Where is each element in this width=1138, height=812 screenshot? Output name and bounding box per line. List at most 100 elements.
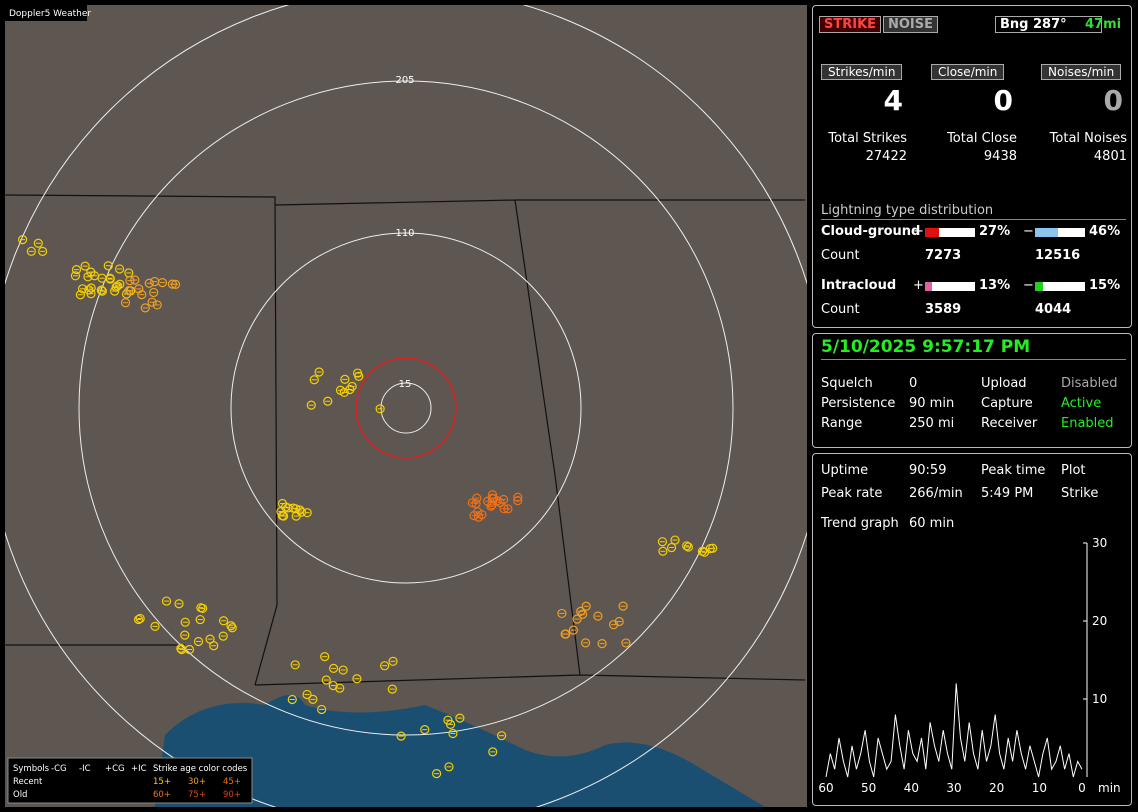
setting: Active	[1061, 396, 1102, 411]
trend-window: 60 min	[909, 516, 955, 531]
trend-panel: Uptime 90:59 Peak time Plot Peak rate 266/min…	[812, 453, 1132, 806]
pct-bar	[1035, 282, 1043, 291]
strike-symbol	[499, 504, 509, 514]
stat: Plot	[1061, 463, 1086, 478]
strike-symbol	[335, 683, 345, 693]
strike-symbol	[96, 285, 106, 295]
strike-symbol	[180, 617, 190, 627]
strike-symbol	[18, 235, 28, 245]
legend-row: Old	[13, 790, 27, 800]
strike-symbol	[621, 638, 631, 648]
dist-name: Intracloud	[821, 278, 897, 293]
strike-symbol	[477, 510, 487, 520]
strike-symbol	[134, 284, 144, 294]
ring-label: 15	[399, 379, 412, 390]
strike-symbol	[149, 287, 159, 298]
strike-symbol	[375, 404, 385, 414]
setting: Upload	[981, 376, 1027, 391]
legend: Symbols -CG -IC +CG +IC Strike age color code…	[7, 757, 253, 804]
strike-symbol	[444, 762, 454, 772]
strike-symbol	[218, 631, 228, 641]
y-tick-label: 20	[1092, 614, 1107, 628]
y-tick-label: 30	[1092, 536, 1107, 550]
strike-symbol	[708, 543, 718, 553]
strike-symbol	[338, 665, 348, 675]
strike-symbol	[580, 638, 591, 648]
legend-header: +CG	[105, 764, 125, 774]
strike-symbol	[323, 396, 333, 406]
strike-symbol	[513, 496, 523, 506]
strike-symbol	[105, 274, 115, 284]
count-label: Count	[821, 302, 860, 317]
strike-symbol	[97, 286, 107, 296]
dist-name: Cloud-ground	[821, 224, 921, 239]
stat: Peak time	[981, 463, 1046, 478]
x-unit: min	[1098, 781, 1121, 795]
x-tick-label: 60	[818, 781, 833, 795]
noise-button: NOISE	[883, 16, 939, 33]
gulf	[155, 695, 765, 807]
strike-symbol	[157, 277, 168, 288]
strike-symbol	[144, 278, 154, 288]
rate-value: 0	[993, 84, 1013, 117]
strike-symbol	[308, 694, 318, 704]
strike-symbol	[314, 367, 324, 377]
strike-symbol	[593, 611, 603, 621]
clock: 5/10/2025 9:57:17 PM	[821, 337, 1031, 357]
strike-symbol	[140, 303, 150, 313]
age-code: 60+	[153, 790, 171, 800]
pct-label: 46%	[1089, 224, 1121, 239]
pct-label: 15%	[1089, 278, 1121, 293]
title-bg	[5, 5, 87, 21]
range-ring	[380, 382, 432, 434]
setting: 0	[909, 376, 918, 391]
age-code: 45+	[223, 777, 241, 787]
strike-symbol	[130, 275, 140, 285]
strike-symbol	[291, 504, 301, 514]
strike-symbol	[167, 279, 178, 289]
strike-symbol	[352, 674, 362, 684]
strike-symbol	[180, 630, 190, 640]
setting: 90 min	[909, 396, 955, 411]
sign: −	[1023, 278, 1034, 293]
strike-symbol	[287, 694, 297, 705]
strike-symbol	[682, 541, 692, 551]
age-code: 75+	[188, 790, 206, 800]
strike-symbol	[420, 725, 430, 735]
setting: 250 mi	[909, 416, 955, 431]
rate-label: Strikes/min	[821, 64, 903, 80]
strike-symbol	[120, 298, 131, 308]
strike-symbol	[195, 614, 205, 625]
strike-symbol	[150, 621, 160, 631]
strike-symbol	[198, 603, 208, 614]
strike-symbol	[137, 290, 147, 300]
divider	[821, 219, 1126, 220]
sign: +	[913, 224, 924, 239]
x-tick-label: 0	[1078, 781, 1086, 795]
strike-symbol	[161, 596, 172, 606]
strike-symbol	[84, 285, 94, 295]
setting: Disabled	[1061, 376, 1118, 391]
strike-symbol	[340, 374, 350, 385]
pct-track	[925, 282, 975, 291]
stat: 5:49 PM	[981, 486, 1034, 501]
land	[5, 5, 807, 807]
age-code: 15+	[153, 777, 171, 787]
ring-label: 110	[395, 228, 414, 239]
strike-symbol	[448, 728, 458, 739]
rate-label: Close/min	[931, 64, 1005, 80]
strike-symbol	[561, 629, 571, 639]
x-tick-label: 10	[1032, 781, 1047, 795]
count-value: 7273	[925, 248, 962, 263]
setting: Range	[821, 416, 863, 431]
count-value: 3589	[925, 302, 962, 317]
count-value: 4044	[1035, 302, 1072, 317]
strike-symbol	[432, 769, 442, 779]
strike-symbol	[177, 644, 187, 655]
strike-symbol	[147, 297, 157, 307]
strike-symbol	[71, 265, 82, 275]
pct-track	[925, 228, 975, 237]
pct-label: 13%	[979, 278, 1011, 293]
strike-symbol	[618, 601, 628, 611]
